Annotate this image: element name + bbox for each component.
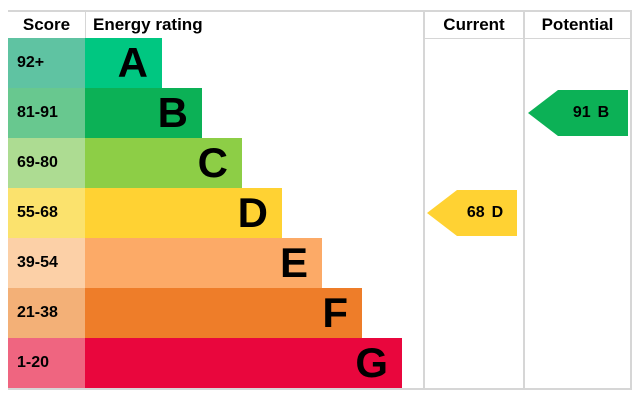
band-bar-g: G [85, 338, 402, 388]
potential-rating-arrow: 91 B [528, 90, 628, 136]
current-rating-value: 68 [466, 204, 485, 221]
band-letter: A [117, 39, 148, 86]
divider-energy-current [423, 10, 425, 390]
band-row-g: 1-20 G [8, 338, 402, 388]
divider-current-potential [523, 10, 525, 390]
divider-score-energy [85, 11, 86, 38]
band-letter: F [322, 289, 348, 336]
score-range: 81-91 [8, 88, 85, 138]
potential-rating-value: 91 [572, 104, 591, 121]
potential-rating-band: B [597, 104, 610, 121]
band-letter: E [279, 239, 308, 286]
score-range: 55-68 [8, 188, 85, 238]
band-row-b: 81-91 B [8, 88, 402, 138]
band-bar-c: C [85, 138, 242, 188]
border-right [630, 10, 632, 390]
score-range: 69-80 [8, 138, 85, 188]
border-top [8, 10, 632, 12]
band-row-a: 92+ A [8, 38, 402, 88]
header-potential: Potential [541, 15, 614, 34]
current-rating-band: D [491, 204, 504, 221]
current-rating-arrow: 68 D [427, 190, 517, 236]
header-underline [423, 38, 632, 39]
band-bar-f: F [85, 288, 362, 338]
band-bar-b: B [85, 88, 202, 138]
header-score: Score [22, 15, 71, 34]
score-range: 39-54 [8, 238, 85, 288]
score-range: 21-38 [8, 288, 85, 338]
band-row-d: 55-68 D [8, 188, 402, 238]
band-bar-d: D [85, 188, 282, 238]
band-letter: C [197, 139, 228, 186]
header-current: Current [443, 15, 505, 34]
band-bar-e: E [85, 238, 322, 288]
band-letter: G [355, 339, 388, 386]
band-letter: D [237, 189, 268, 236]
header-energy-rating: Energy rating [93, 15, 203, 34]
band-bar-a: A [85, 38, 162, 88]
band-row-c: 69-80 C [8, 138, 402, 188]
band-letter: B [157, 89, 188, 136]
score-range: 92+ [8, 38, 85, 88]
band-rows: 92+ A 81-91 B 69-80 C 55-68 D 39-54 E 21-38 F 1-20 G [8, 38, 402, 388]
band-row-f: 21-38 F [8, 288, 402, 338]
score-range: 1-20 [8, 338, 85, 388]
band-row-e: 39-54 E [8, 238, 402, 288]
border-bottom [8, 388, 632, 390]
